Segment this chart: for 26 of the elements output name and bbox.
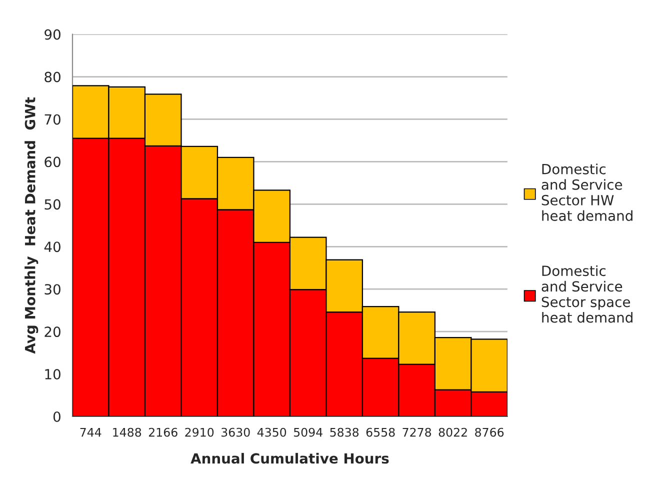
y-tick-label: 50	[44, 199, 60, 210]
legend-label: Domestic and Service Sector space heat demand	[542, 265, 632, 323]
y-axis-title: Avg Monthly Heat Demand GWt	[24, 97, 38, 354]
y-tick-label: 70	[44, 114, 60, 125]
x-tick-label: 8766	[475, 428, 504, 437]
y-tick-label: 60	[44, 156, 60, 168]
x-tick-label: 2166	[148, 428, 178, 437]
y-tick-label: 80	[44, 72, 60, 82]
x-tick-label: 4350	[257, 428, 286, 437]
x-tick-label: 3630	[221, 428, 250, 437]
x-tick-label: 5094	[294, 428, 322, 437]
x-tick-label: 8022	[438, 428, 467, 437]
y-tick-label: 40	[44, 242, 60, 252]
y-tick-label: 30	[44, 284, 60, 295]
y-tick-label: 20	[44, 326, 60, 338]
x-tick-label: 1488	[113, 428, 142, 437]
x-axis-title: Annual Cumulative Hours	[190, 452, 389, 464]
x-tick-label: 2910	[185, 428, 214, 437]
y-tick-label: 90	[44, 29, 60, 40]
x-tick-label: 6558	[366, 428, 395, 437]
y-tick-label: 0	[53, 411, 60, 422]
legend-label: Domestic and Service Sector HW heat demand	[542, 164, 632, 221]
x-tick-label: 5838	[330, 428, 359, 437]
y-tick-label: 10	[45, 369, 60, 380]
x-tick-label: 744	[80, 428, 102, 437]
x-tick-label: 7278	[402, 428, 432, 437]
